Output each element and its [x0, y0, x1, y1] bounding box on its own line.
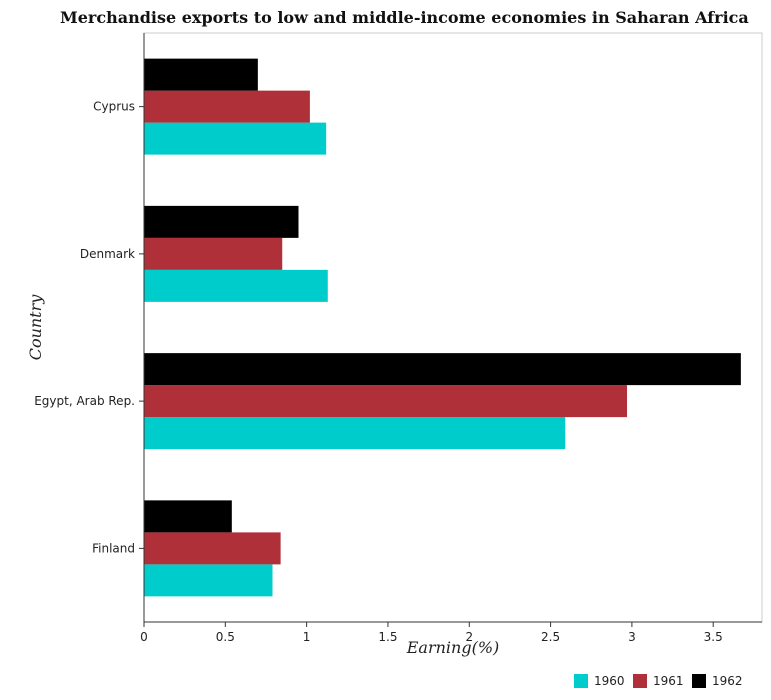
x-tick-label: 1.5: [378, 630, 397, 644]
x-axis-label: Earning(%): [406, 638, 500, 657]
x-tick-label: 0.5: [216, 630, 235, 644]
y-axis-label: Country: [26, 294, 45, 361]
bar-egypt-arab-rep--1962: [144, 353, 741, 386]
legend: 1960 1961 1962: [574, 674, 743, 688]
bars: [144, 58, 741, 597]
bar-egypt-arab-rep--1961: [144, 385, 628, 418]
y-tick-label: Cyprus: [93, 100, 135, 114]
x-tick-label: 2: [465, 630, 473, 644]
y-tick-label: Denmark: [80, 247, 135, 261]
bar-finland-1960: [144, 564, 273, 597]
chart-title: Merchandise exports to low and middle-in…: [60, 8, 749, 27]
legend-swatch-1961: [633, 674, 647, 688]
x-tick-label: 2.5: [541, 630, 560, 644]
legend-label-1960: 1960: [594, 674, 625, 688]
x-tick-label: 1: [303, 630, 311, 644]
x-tick-label: 0: [140, 630, 148, 644]
bar-cyprus-1960: [144, 122, 327, 155]
x-tick-label: 3.5: [704, 630, 723, 644]
legend-label-1962: 1962: [712, 674, 743, 688]
bar-cyprus-1961: [144, 90, 310, 123]
y-axis: Cyprus Denmark Egypt, Arab Rep. Finland: [34, 33, 145, 622]
x-tick-label: 3: [628, 630, 636, 644]
bar-finland-1961: [144, 532, 281, 565]
bar-finland-1962: [144, 500, 232, 533]
y-tick-label: Finland: [92, 541, 135, 555]
y-tick-label: Egypt, Arab Rep.: [34, 394, 135, 408]
bar-cyprus-1962: [144, 58, 258, 91]
legend-swatch-1960: [574, 674, 588, 688]
bar-denmark-1961: [144, 237, 283, 270]
bar-denmark-1962: [144, 205, 299, 238]
bar-egypt-arab-rep--1960: [144, 417, 566, 450]
legend-label-1961: 1961: [653, 674, 684, 688]
bar-denmark-1960: [144, 269, 328, 302]
legend-swatch-1962: [692, 674, 706, 688]
x-axis: 0 0.5 1 1.5 2 2.5 3 3.5: [140, 621, 762, 644]
